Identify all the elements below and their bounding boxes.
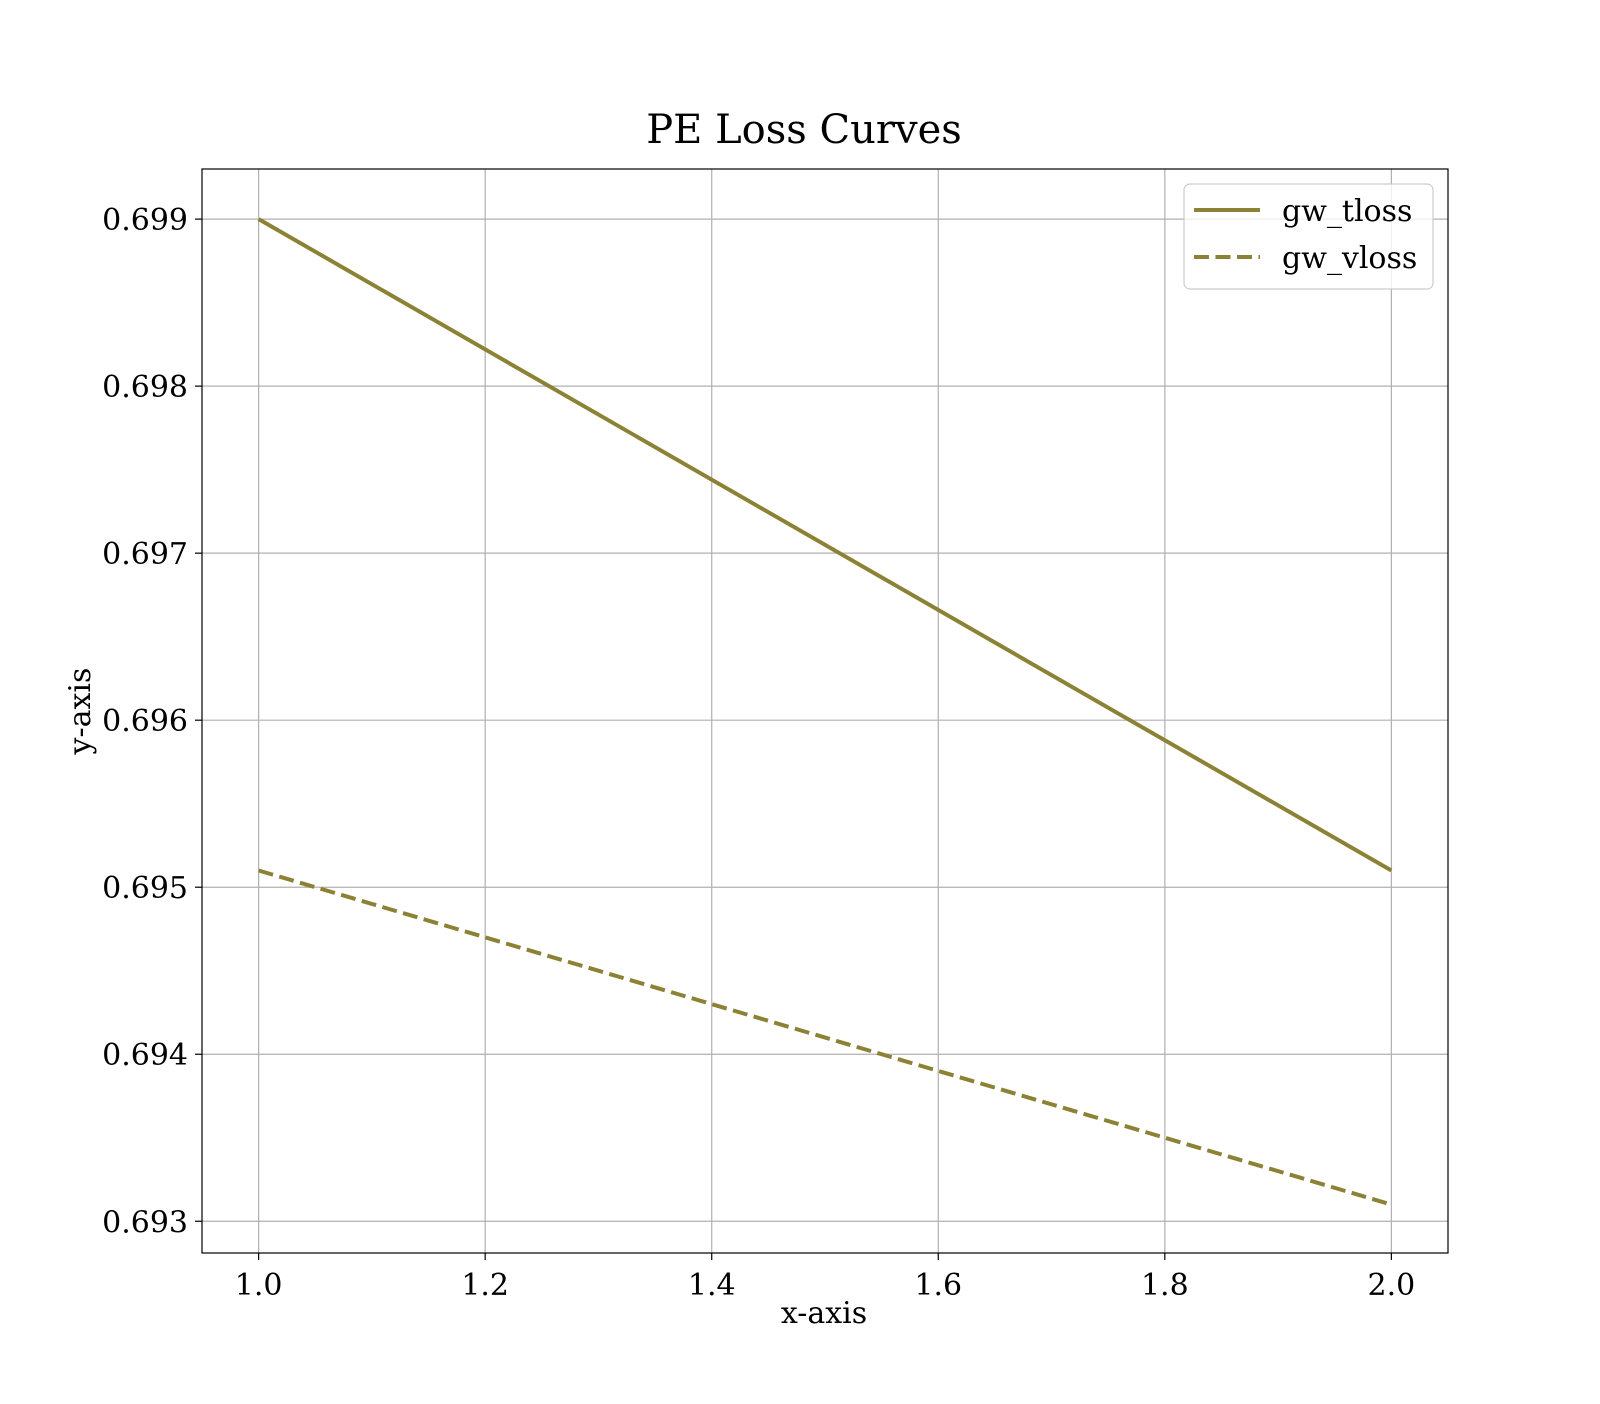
x-tick-label: 1.4 [688,1268,736,1303]
y-tick-label: 0.693 [102,1205,188,1240]
series-line-gw-vloss [258,868,1392,1207]
y-tick-label: 0.696 [102,704,188,739]
y-tick-label: 0.694 [102,1038,188,1073]
x-tick-label: 2.0 [1368,1268,1416,1303]
y-axis-ticks: 0.693 0.694 0.695 0.696 0.697 0.698 0.699 [102,203,202,1240]
series-lines [257,217,1393,1207]
legend: gw_tloss gw_vloss [1183,183,1434,290]
chart-title: PE Loss Curves [646,107,962,153]
legend-label-gw-vloss: gw_vloss [1282,241,1417,276]
x-axis-ticks: 1.0 1.2 1.4 1.6 1.8 2.0 [235,1253,1415,1303]
series-line-gw-tloss [257,217,1393,873]
y-tick-label: 0.699 [102,203,188,238]
x-tick-label: 1.0 [235,1268,283,1303]
y-tick-label: 0.695 [102,871,188,906]
plot-area-frame [201,168,1449,1254]
y-tick-label: 0.698 [102,370,188,405]
legend-label-gw-tloss: gw_tloss [1282,194,1412,229]
x-tick-label: 1.2 [461,1268,509,1303]
y-axis-label: y-axis [63,668,98,756]
grid-lines [202,169,1448,1253]
y-tick-label: 0.697 [102,537,188,572]
x-tick-label: 1.6 [914,1268,962,1303]
x-axis-label: x-axis [781,1296,867,1331]
x-tick-label: 1.8 [1141,1268,1189,1303]
